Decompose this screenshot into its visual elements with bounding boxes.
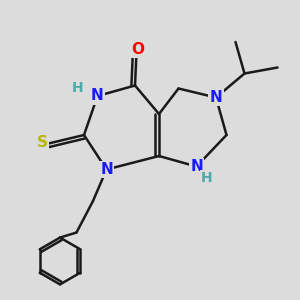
Text: H: H	[72, 82, 84, 95]
Text: H: H	[201, 172, 213, 185]
Text: N: N	[190, 159, 203, 174]
Text: N: N	[100, 162, 113, 177]
Text: N: N	[91, 88, 104, 104]
Text: S: S	[37, 135, 47, 150]
Text: N: N	[210, 90, 222, 105]
Text: O: O	[131, 42, 145, 57]
